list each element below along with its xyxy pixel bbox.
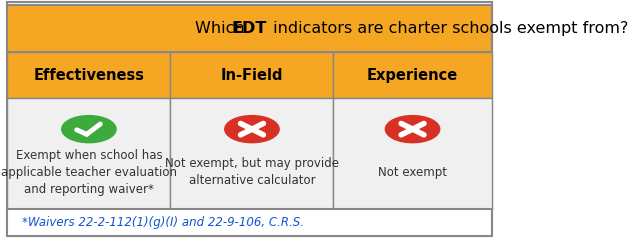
Text: In-Field: In-Field [221,68,283,82]
Text: indicators are charter schools exempt from?: indicators are charter schools exempt fr… [268,21,628,36]
FancyBboxPatch shape [334,98,492,209]
Text: EDT: EDT [232,21,267,36]
FancyBboxPatch shape [8,52,170,98]
Text: Exempt when school has
applicable teacher evaluation
and reporting waiver*: Exempt when school has applicable teache… [1,149,177,196]
Circle shape [386,116,440,143]
Text: Not exempt, but may provide
alternative calculator: Not exempt, but may provide alternative … [165,157,339,187]
Circle shape [225,116,279,143]
FancyBboxPatch shape [334,52,492,98]
FancyBboxPatch shape [8,5,492,52]
FancyBboxPatch shape [8,209,492,236]
FancyBboxPatch shape [8,98,170,209]
Text: Not exempt: Not exempt [378,166,447,179]
FancyBboxPatch shape [170,98,334,209]
Text: Which: Which [195,21,249,36]
FancyBboxPatch shape [8,2,492,236]
Text: Effectiveness: Effectiveness [33,68,144,82]
Text: *Waivers 22-2-112(1)(g)(I) and 22-9-106, C.R.S.: *Waivers 22-2-112(1)(g)(I) and 22-9-106,… [22,216,304,229]
FancyBboxPatch shape [170,52,334,98]
Circle shape [62,116,116,143]
Text: Experience: Experience [367,68,458,82]
